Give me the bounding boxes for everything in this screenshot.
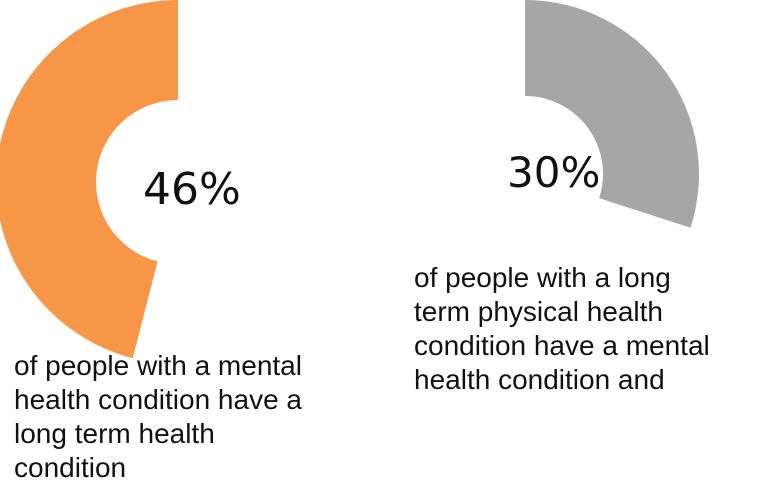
donut-segment-30: [525, 0, 700, 228]
percentage-label-30: 30%: [507, 148, 601, 197]
caption-line: term physical health: [414, 296, 664, 327]
caption-line: health condition and: [414, 364, 665, 395]
caption-physical-health: of people with a long term physical heal…: [414, 261, 764, 397]
donut-chart-physical-health: [525, 0, 700, 228]
percentage-label-46: 46%: [143, 164, 241, 215]
caption-line: of people with a long: [414, 262, 671, 293]
caption-line: condition have a mental: [414, 330, 710, 361]
donut-chart-mental-health: [0, 0, 178, 359]
caption-line: long term health: [14, 418, 215, 449]
caption-line: condition: [14, 452, 127, 483]
caption-line: health condition have a: [14, 384, 302, 415]
donut-segment-46: [0, 0, 178, 359]
caption-mental-health: of people with a mental health condition…: [14, 349, 360, 485]
caption-line: of people with a mental: [14, 350, 302, 381]
